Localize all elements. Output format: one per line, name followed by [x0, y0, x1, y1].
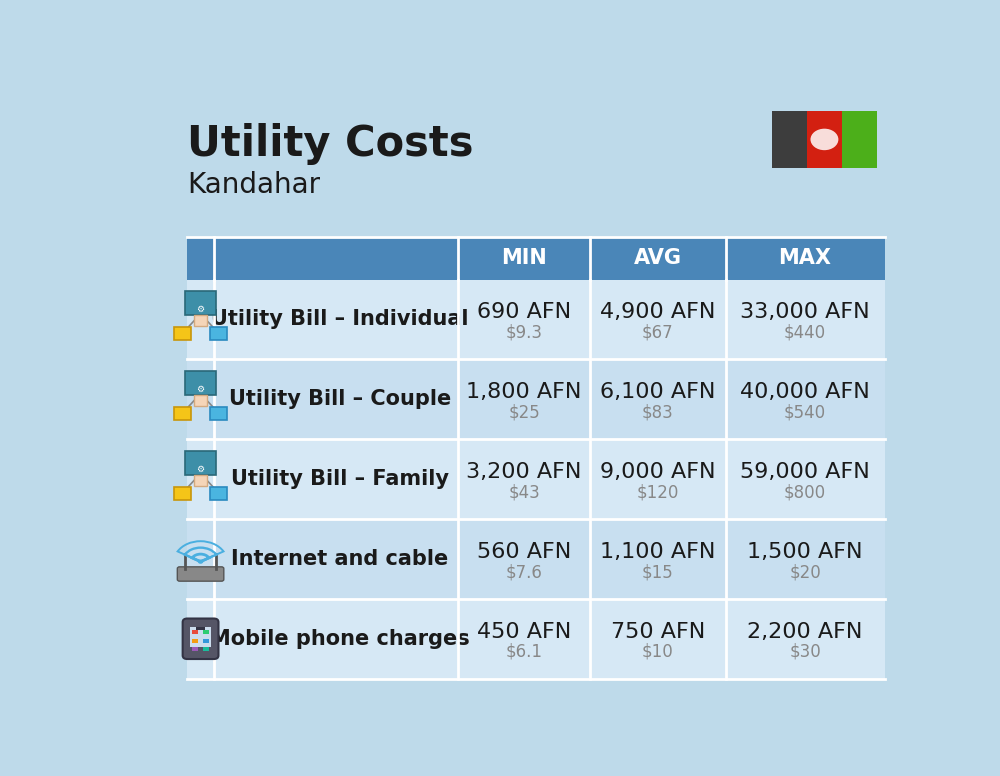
Text: 33,000 AFN: 33,000 AFN	[740, 303, 870, 322]
Text: MIN: MIN	[501, 248, 547, 268]
Text: 560 AFN: 560 AFN	[477, 542, 571, 562]
FancyBboxPatch shape	[177, 566, 224, 581]
Text: 1,500 AFN: 1,500 AFN	[747, 542, 863, 562]
Bar	[192, 630, 198, 635]
Text: 40,000 AFN: 40,000 AFN	[740, 382, 870, 402]
Text: $67: $67	[642, 324, 674, 341]
Text: Utility Bill – Couple: Utility Bill – Couple	[229, 390, 451, 409]
Bar	[187, 439, 885, 519]
Text: $7.6: $7.6	[506, 563, 543, 581]
Bar	[187, 279, 885, 359]
Bar	[174, 487, 191, 500]
Bar	[192, 639, 198, 643]
Text: $10: $10	[642, 643, 674, 661]
Text: 4,900 AFN: 4,900 AFN	[600, 303, 716, 322]
Bar	[194, 315, 207, 326]
Text: 6,100 AFN: 6,100 AFN	[600, 382, 716, 402]
Circle shape	[810, 129, 838, 151]
Bar	[772, 111, 807, 168]
Text: AVG: AVG	[634, 248, 682, 268]
Bar	[187, 519, 885, 599]
Text: 750 AFN: 750 AFN	[611, 622, 705, 642]
Text: $30: $30	[789, 643, 821, 661]
Bar	[187, 599, 885, 679]
Text: $440: $440	[784, 324, 826, 341]
Text: 2,200 AFN: 2,200 AFN	[747, 622, 863, 642]
Circle shape	[198, 559, 203, 564]
Bar	[203, 647, 209, 651]
Bar	[185, 372, 216, 395]
Text: Utility Costs: Utility Costs	[187, 123, 474, 165]
FancyBboxPatch shape	[183, 618, 218, 659]
Text: $120: $120	[637, 483, 679, 501]
Text: $20: $20	[789, 563, 821, 581]
Bar	[185, 292, 216, 315]
Bar	[842, 111, 877, 168]
Text: $83: $83	[642, 404, 674, 421]
Text: 450 AFN: 450 AFN	[477, 622, 571, 642]
Bar	[196, 627, 205, 629]
Text: Kandahar: Kandahar	[187, 171, 320, 199]
Text: $15: $15	[642, 563, 674, 581]
Text: ⚙: ⚙	[196, 464, 205, 473]
Text: $25: $25	[508, 404, 540, 421]
Bar	[194, 395, 207, 406]
Bar	[210, 327, 227, 340]
Bar	[194, 475, 207, 486]
Text: ⚙: ⚙	[196, 385, 205, 393]
Text: $800: $800	[784, 483, 826, 501]
Text: Internet and cable: Internet and cable	[231, 549, 449, 569]
Text: Utility Bill – Individual: Utility Bill – Individual	[211, 310, 469, 330]
Bar	[807, 111, 842, 168]
Text: 59,000 AFN: 59,000 AFN	[740, 462, 870, 482]
Bar	[174, 407, 191, 420]
Text: Utility Bill – Family: Utility Bill – Family	[231, 469, 449, 489]
Bar	[192, 647, 198, 651]
Bar	[185, 451, 216, 475]
Bar	[187, 237, 885, 279]
Text: $6.1: $6.1	[506, 643, 543, 661]
Bar	[174, 327, 191, 340]
Bar	[190, 627, 211, 646]
Text: ⚙: ⚙	[196, 305, 205, 314]
Text: 1,100 AFN: 1,100 AFN	[600, 542, 716, 562]
Bar	[187, 359, 885, 439]
Bar	[203, 630, 209, 635]
Bar	[210, 487, 227, 500]
Text: 690 AFN: 690 AFN	[477, 303, 571, 322]
Text: $9.3: $9.3	[506, 324, 543, 341]
Text: Mobile phone charges: Mobile phone charges	[210, 629, 470, 649]
Bar	[210, 407, 227, 420]
Text: 1,800 AFN: 1,800 AFN	[466, 382, 582, 402]
Text: 3,200 AFN: 3,200 AFN	[466, 462, 582, 482]
Text: $540: $540	[784, 404, 826, 421]
Text: 9,000 AFN: 9,000 AFN	[600, 462, 716, 482]
Text: $43: $43	[508, 483, 540, 501]
Bar	[203, 639, 209, 643]
Text: MAX: MAX	[779, 248, 832, 268]
